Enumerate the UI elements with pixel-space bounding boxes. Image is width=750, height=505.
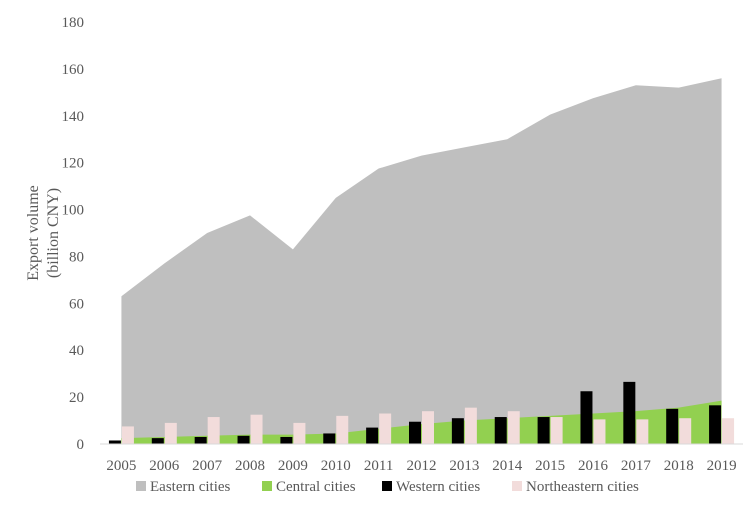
x-tick-label: 2018: [664, 458, 694, 474]
bar-western-cities-2008: [237, 435, 250, 444]
y-tick-label: 160: [62, 62, 85, 78]
x-tick-label: 2015: [535, 458, 565, 474]
x-tick-label: 2008: [235, 458, 265, 474]
area-layer: [121, 78, 722, 445]
y-tick-label: 180: [62, 15, 85, 31]
bar-western-cities-2018: [666, 408, 679, 444]
y-axis-title: Export volume (billion CNY): [25, 185, 62, 281]
legend: Eastern cities Central cities Western citi…: [136, 479, 639, 495]
bar-western-cities-2015: [537, 417, 550, 444]
bar-western-cities-2011: [366, 427, 379, 444]
y-tick-label: 60: [69, 296, 84, 312]
x-tick-label: 2017: [621, 458, 652, 474]
legend-swatch-western-cities: [382, 481, 392, 491]
x-tick-label: 2007: [192, 458, 223, 474]
bar-northeastern-cities-2015: [550, 417, 563, 444]
bar-northeastern-cities-2010: [336, 415, 349, 444]
legend-label-northeastern-cities: Northeastern cities: [526, 479, 639, 495]
y-tick-label: 100: [62, 203, 85, 219]
bar-western-cities-2009: [280, 436, 293, 444]
x-tick-label: 2012: [407, 458, 437, 474]
x-axis-ticks: 2005 2006 2007 2008 2009 2010 2011 2012 2013 2014…: [106, 458, 736, 474]
bar-western-cities-2013: [451, 418, 464, 444]
y-tick-label: 120: [62, 156, 85, 172]
bar-western-cities-2007: [194, 436, 207, 444]
bar-western-cities-2016: [580, 391, 593, 444]
bar-western-cities-2005: [108, 440, 121, 444]
legend-swatch-central-cities: [262, 481, 272, 491]
y-tick-label: 80: [69, 249, 84, 265]
x-tick-label: 2006: [149, 458, 180, 474]
x-tick-label: 2016: [578, 458, 609, 474]
bar-western-cities-2014: [494, 417, 507, 444]
bar-northeastern-cities-2019: [722, 418, 735, 444]
y-axis-ticks: 0 20 40 60 80 100 120 140 160 180: [62, 15, 85, 453]
y-axis-title-line: (billion CNY): [45, 188, 62, 278]
y-tick-label: 20: [69, 390, 84, 406]
area-eastern-cities: [121, 78, 722, 445]
area-central-cities: [121, 400, 722, 444]
y-tick-label: 140: [62, 109, 85, 125]
legend-swatch-northeastern-cities: [512, 481, 522, 491]
bar-western-cities-2010: [323, 433, 336, 444]
legend-swatch-eastern-cities: [136, 481, 146, 491]
x-tick-label: 2011: [364, 458, 393, 474]
legend-label-central-cities: Central cities: [276, 479, 356, 495]
bar-northeastern-cities-2014: [507, 411, 520, 444]
legend-label-western-cities: Western cities: [396, 479, 480, 495]
bar-northeastern-cities-2013: [464, 407, 477, 444]
bar-layer: [108, 381, 735, 444]
bar-northeastern-cities-2017: [636, 419, 649, 444]
x-tick-label: 2019: [707, 458, 737, 474]
bar-northeastern-cities-2012: [422, 411, 434, 444]
y-axis-title-line: Export volume: [25, 185, 42, 281]
bar-northeastern-cities-2007: [207, 417, 220, 444]
bar-northeastern-cities-2009: [293, 422, 306, 444]
x-tick-label: 2005: [106, 458, 136, 474]
bar-western-cities-2006: [151, 438, 164, 444]
bar-northeastern-cities-2006: [164, 422, 177, 444]
x-tick-label: 2009: [278, 458, 308, 474]
legend-label-eastern-cities: Eastern cities: [150, 479, 231, 495]
x-tick-label: 2010: [321, 458, 351, 474]
bar-northeastern-cities-2018: [679, 418, 692, 444]
x-tick-label: 2013: [449, 458, 479, 474]
y-tick-label: 0: [77, 437, 85, 453]
bar-western-cities-2017: [623, 381, 636, 444]
bar-western-cities-2012: [409, 421, 421, 444]
bar-northeastern-cities-2008: [250, 414, 263, 444]
bar-northeastern-cities-2011: [379, 413, 392, 444]
bar-western-cities-2019: [709, 405, 722, 444]
bar-northeastern-cities-2005: [121, 426, 134, 444]
y-tick-label: 40: [69, 343, 84, 359]
x-tick-label: 2014: [492, 458, 523, 474]
bar-northeastern-cities-2016: [593, 419, 606, 444]
